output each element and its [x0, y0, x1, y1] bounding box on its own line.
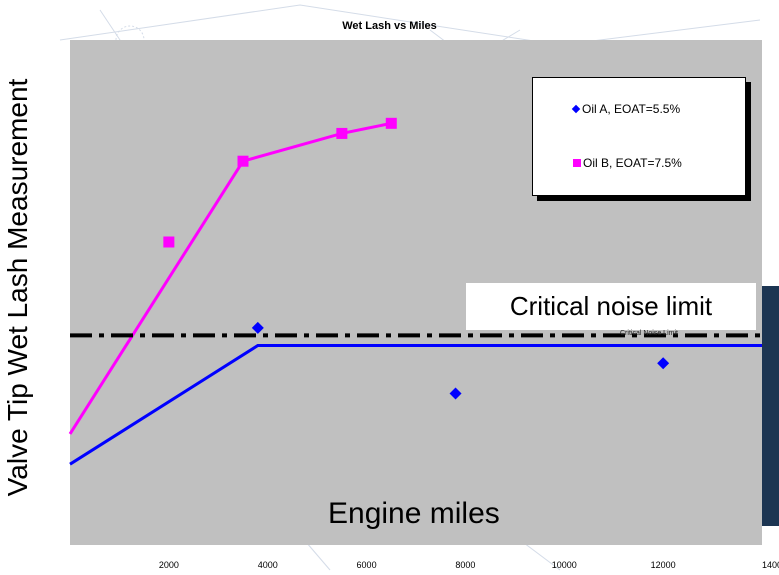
x-axis-ticks: 2000 4000 6000 8000 10000 12000 14000: [159, 560, 779, 570]
x-tick-label-1: 4000: [258, 560, 278, 570]
data-point-series-1-0: [163, 236, 175, 248]
y-axis-label: Valve Tip Wet Lash Measurement: [2, 78, 33, 497]
x-tick-label-3: 8000: [455, 560, 475, 570]
data-point-series-1-3: [385, 117, 397, 129]
x-tick-label-2: 6000: [357, 560, 377, 570]
legend-label-oil-b: Oil B, EOAT=7.5%: [583, 156, 682, 170]
data-points: [163, 117, 670, 400]
legend-label-oil-a: Oil A, EOAT=5.5%: [582, 102, 681, 116]
side-panel: [762, 286, 779, 526]
x-tick-label-6: 14000: [762, 560, 779, 570]
x-axis-label: Engine miles: [328, 497, 500, 530]
x-tick-label-0: 2000: [159, 560, 179, 570]
chart-title: Wet Lash vs Miles: [342, 20, 437, 32]
legend-item-oil-a: Oil A, EOAT=5.5%: [571, 102, 681, 116]
trend-lines: [68, 121, 762, 466]
legend: Oil A, EOAT=5.5% Oil B, EOAT=7.5%: [532, 77, 746, 196]
x-tick-label-4: 10000: [552, 560, 577, 570]
legend-item-oil-b: Oil B, EOAT=7.5%: [573, 156, 682, 170]
data-point-series-0-1: [449, 387, 462, 400]
data-point-series-0-2: [657, 357, 670, 370]
critical-noise-limit-small-label: Critical Noise Limit: [620, 330, 678, 337]
data-point-series-1-1: [237, 155, 249, 167]
diamond-marker-icon: [571, 104, 581, 114]
trend-line-series-0: [69, 344, 762, 466]
square-marker-icon: [573, 159, 581, 167]
data-point-series-0-0: [251, 321, 264, 334]
trend-line-series-1: [68, 121, 392, 435]
critical-noise-limit-label: Critical noise limit: [466, 283, 756, 330]
data-point-series-1-2: [336, 127, 348, 139]
x-tick-label-5: 12000: [651, 560, 676, 570]
